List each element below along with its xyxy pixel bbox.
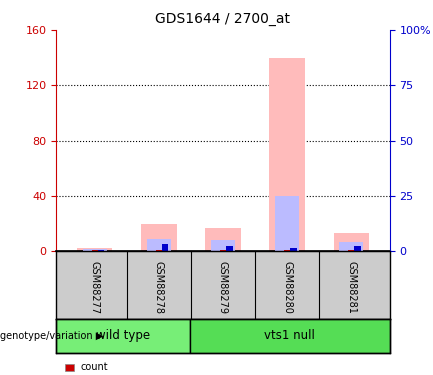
Title: GDS1644 / 2700_at: GDS1644 / 2700_at xyxy=(155,12,291,26)
Text: count: count xyxy=(81,363,109,372)
Bar xyxy=(339,242,363,251)
Bar xyxy=(333,233,369,251)
Bar xyxy=(56,319,190,352)
Bar xyxy=(156,250,162,251)
Bar xyxy=(290,249,297,251)
Bar xyxy=(211,240,235,251)
Text: GSM88281: GSM88281 xyxy=(346,261,356,314)
Bar xyxy=(147,239,171,251)
Bar xyxy=(355,246,361,251)
Bar xyxy=(275,196,299,251)
Bar xyxy=(220,250,226,251)
Bar xyxy=(226,246,233,251)
Bar xyxy=(269,58,305,251)
Text: GSM88280: GSM88280 xyxy=(282,261,292,314)
Bar xyxy=(91,250,98,251)
Bar xyxy=(205,228,241,251)
Bar xyxy=(284,250,290,251)
Bar xyxy=(162,244,168,251)
Bar xyxy=(141,224,177,251)
Bar xyxy=(77,249,113,251)
Text: vts1 null: vts1 null xyxy=(264,329,315,342)
Bar xyxy=(83,249,107,251)
Text: GSM88278: GSM88278 xyxy=(154,261,164,314)
Text: GSM88277: GSM88277 xyxy=(90,261,100,315)
Bar xyxy=(348,250,355,251)
Text: genotype/variation ▶: genotype/variation ▶ xyxy=(0,331,103,340)
Text: GSM88279: GSM88279 xyxy=(218,261,228,314)
Text: wild type: wild type xyxy=(96,329,150,342)
Bar xyxy=(190,319,390,352)
Bar xyxy=(98,250,104,251)
